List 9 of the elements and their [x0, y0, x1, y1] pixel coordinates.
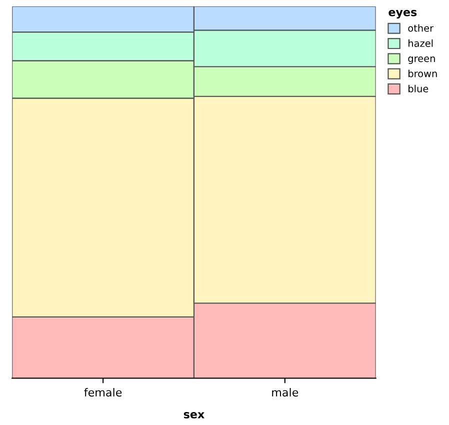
legend-label: brown: [408, 70, 437, 78]
x-tick-label: female: [84, 388, 122, 397]
legend-label: blue: [408, 84, 428, 92]
x-axis-title: sex: [184, 412, 204, 418]
x-tick-label: male: [272, 388, 298, 397]
legend-label: other: [408, 24, 434, 32]
legend-title: eyes: [388, 10, 417, 19]
legend-label: hazel: [408, 39, 433, 47]
legend-label: green: [408, 56, 435, 64]
